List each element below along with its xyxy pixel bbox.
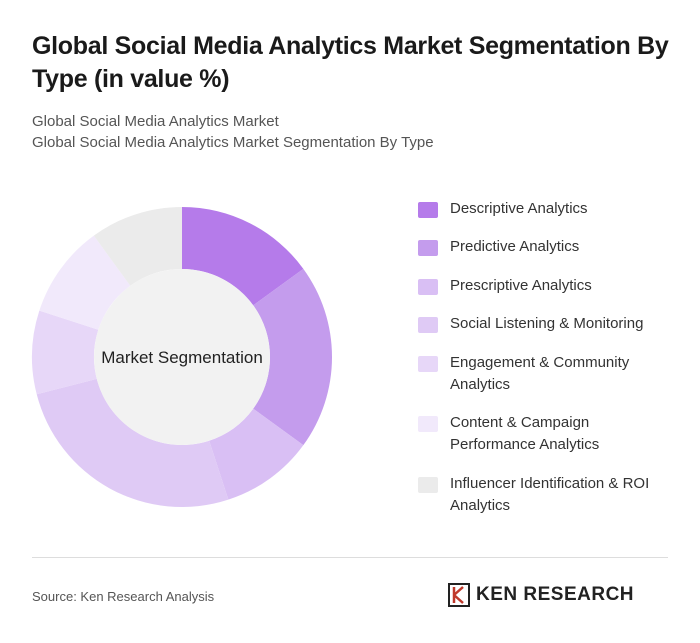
legend-label: Descriptive Analytics bbox=[450, 200, 588, 217]
legend-item: Prescriptive Analytics bbox=[418, 275, 670, 297]
legend-label: Content & Campaign Performance Analytics bbox=[450, 414, 600, 453]
legend-swatch bbox=[418, 202, 438, 218]
logo-text: KEN RESEARCH bbox=[476, 584, 635, 605]
logo: KEN RESEARCH bbox=[448, 583, 634, 607]
legend-item: Descriptive Analytics bbox=[418, 198, 670, 220]
legend-label: Predictive Analytics bbox=[450, 238, 580, 255]
legend-swatch bbox=[418, 317, 438, 333]
donut-slice bbox=[182, 207, 304, 306]
legend-item: Content & Campaign Performance Analytics bbox=[418, 412, 670, 456]
legend-label: Engagement & Community Analytics bbox=[450, 354, 630, 393]
divider bbox=[32, 557, 668, 558]
donut-slice bbox=[36, 378, 229, 508]
donut-slice bbox=[253, 268, 332, 446]
legend-swatch bbox=[418, 279, 438, 295]
logo-icon bbox=[448, 583, 470, 607]
donut-slice bbox=[93, 207, 182, 286]
chart: Market Segmentation bbox=[32, 207, 332, 508]
legend-label: Prescriptive Analytics bbox=[450, 277, 592, 294]
legend-swatch bbox=[418, 240, 438, 256]
legend-item: Influencer Identification & ROI Analytic… bbox=[418, 473, 670, 517]
legend-label: Influencer Identification & ROI Analytic… bbox=[450, 475, 650, 514]
subtitle: Global Social Media Analytics Market bbox=[32, 113, 279, 130]
legend-swatch bbox=[418, 416, 438, 432]
subtitle: Global Social Media Analytics Market Seg… bbox=[32, 134, 434, 151]
donut-slice bbox=[209, 408, 304, 500]
legend-swatch bbox=[418, 356, 438, 372]
legend-item: Predictive Analytics bbox=[418, 236, 670, 258]
title: Global Social Media Analytics Market Seg… bbox=[32, 32, 669, 93]
source: Source: Ken Research Analysis bbox=[32, 589, 215, 604]
legend-item: Social Listening & Monitoring bbox=[418, 313, 670, 335]
center-label: Market Segmentation bbox=[101, 348, 263, 367]
donut-slice bbox=[32, 310, 99, 395]
donut-hole bbox=[94, 269, 270, 445]
legend-label: Social Listening & Monitoring bbox=[450, 315, 644, 332]
donut-slice bbox=[39, 235, 131, 330]
legend-item: Engagement & Community Analytics bbox=[418, 352, 670, 396]
legend-swatch bbox=[418, 477, 438, 493]
